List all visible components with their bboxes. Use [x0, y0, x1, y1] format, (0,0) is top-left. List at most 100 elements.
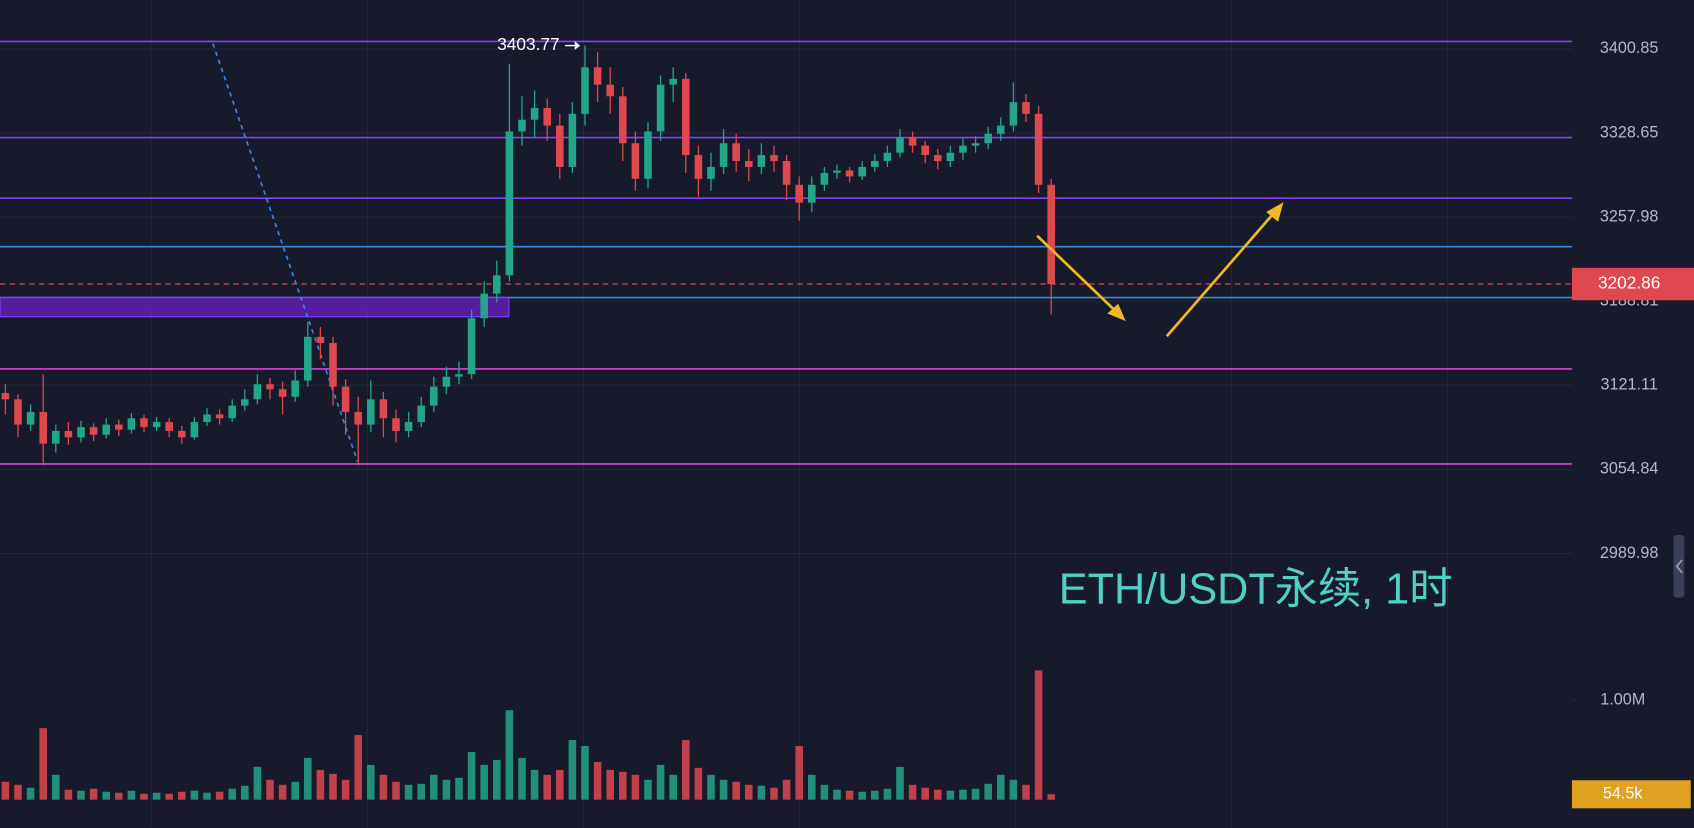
- candle-body: [757, 155, 766, 167]
- candle-body: [505, 131, 514, 276]
- y-tick-label: 2989.98: [1600, 544, 1659, 562]
- candle-body: [1047, 184, 1055, 285]
- candle-body: [745, 160, 753, 167]
- candle-body: [1009, 102, 1018, 126]
- volume-bar: [858, 791, 866, 800]
- candle-body: [581, 67, 589, 114]
- volume-bar: [619, 771, 627, 800]
- volume-bar: [102, 791, 110, 800]
- volume-bar: [127, 790, 136, 800]
- current-price-box: [1571, 267, 1694, 301]
- candle-body: [266, 384, 274, 390]
- volume-bar: [392, 781, 400, 800]
- volume-bar: [379, 774, 388, 800]
- candle-body: [316, 336, 325, 344]
- price-axis: 3400.853328.653257.983188.813121.113054.…: [497, 34, 1694, 809]
- volume-bar: [52, 774, 60, 800]
- candle-body: [656, 84, 665, 132]
- volume-bar: [707, 774, 715, 800]
- candle-body: [593, 67, 602, 85]
- volume-bar: [404, 784, 413, 800]
- volume-bar: [152, 792, 161, 800]
- candle-body: [1022, 102, 1030, 114]
- candle-body: [669, 78, 677, 85]
- candle-body: [253, 384, 262, 400]
- candle-body: [341, 386, 350, 412]
- volume-bar: [140, 793, 148, 800]
- volume-bar: [190, 790, 199, 800]
- candle-body: [1, 393, 10, 400]
- candle-body: [707, 166, 715, 179]
- volume-bar: [1, 781, 10, 800]
- volume-bar: [455, 777, 463, 800]
- volume-bar: [997, 774, 1005, 800]
- high-marker-label: 3403.77: [497, 34, 559, 54]
- volume-bar: [430, 774, 438, 800]
- scroll-handle[interactable]: [1673, 535, 1685, 598]
- volume-bar: [241, 785, 249, 800]
- candle-body: [392, 418, 400, 431]
- candle-body: [619, 96, 627, 144]
- volume-bar: [367, 764, 375, 800]
- candle-body: [102, 424, 110, 435]
- candle-body: [493, 275, 501, 294]
- volume-bar: [178, 791, 186, 800]
- volume-bar: [820, 784, 829, 800]
- volume-bar: [833, 789, 841, 800]
- candle-body: [215, 414, 224, 419]
- candle-body: [921, 145, 929, 156]
- candle-body: [203, 414, 211, 423]
- volume-bar: [14, 784, 22, 800]
- volume-bar: [808, 774, 816, 800]
- candle-body: [782, 160, 791, 185]
- volume-bar: [316, 769, 325, 800]
- candle-body: [833, 170, 841, 173]
- candle-body: [631, 143, 640, 179]
- candle-body: [694, 155, 703, 179]
- candle-body: [606, 84, 614, 97]
- volume-bar: [530, 769, 539, 800]
- volume-bar: [719, 779, 728, 800]
- candle-body: [115, 424, 123, 430]
- volume-bar: [329, 773, 337, 800]
- volume-bar: [543, 774, 551, 800]
- volume-bar: [946, 790, 955, 800]
- volume-bar: [984, 783, 992, 800]
- volume-bar: [304, 757, 312, 800]
- current-price-label: 3202.86: [1598, 273, 1660, 293]
- volume-bar: [26, 787, 35, 800]
- volume-bar: [883, 788, 892, 800]
- arrow-head: [1107, 303, 1126, 322]
- candle-body: [430, 386, 438, 406]
- candle-body: [379, 399, 388, 419]
- volume-bar: [354, 735, 362, 800]
- candle-body: [152, 422, 161, 428]
- candle-body: [971, 143, 980, 146]
- volume-bar: [1022, 784, 1030, 800]
- volume-bar: [417, 783, 425, 800]
- candle-body: [278, 389, 287, 397]
- volume-bar: [505, 710, 514, 800]
- candle-body: [127, 418, 136, 430]
- candle-body: [820, 172, 829, 185]
- candle-body: [442, 376, 451, 387]
- volume-bar: [959, 789, 967, 800]
- candle-body: [329, 343, 337, 387]
- candle-body: [883, 152, 892, 161]
- candle-body: [946, 152, 955, 161]
- candle-body: [190, 422, 199, 438]
- candle-body: [568, 113, 577, 167]
- candle-body: [908, 137, 917, 146]
- current-volume-label: 54.5k: [1603, 785, 1644, 803]
- volume-bar: [203, 792, 211, 800]
- candle-body: [530, 107, 539, 120]
- volume-bar: [908, 784, 917, 800]
- volume-bar: [442, 779, 451, 800]
- candle-body: [52, 430, 60, 444]
- scroll-chevron: [1675, 559, 1683, 574]
- volumes: [1, 670, 1055, 800]
- candle-body: [77, 427, 85, 438]
